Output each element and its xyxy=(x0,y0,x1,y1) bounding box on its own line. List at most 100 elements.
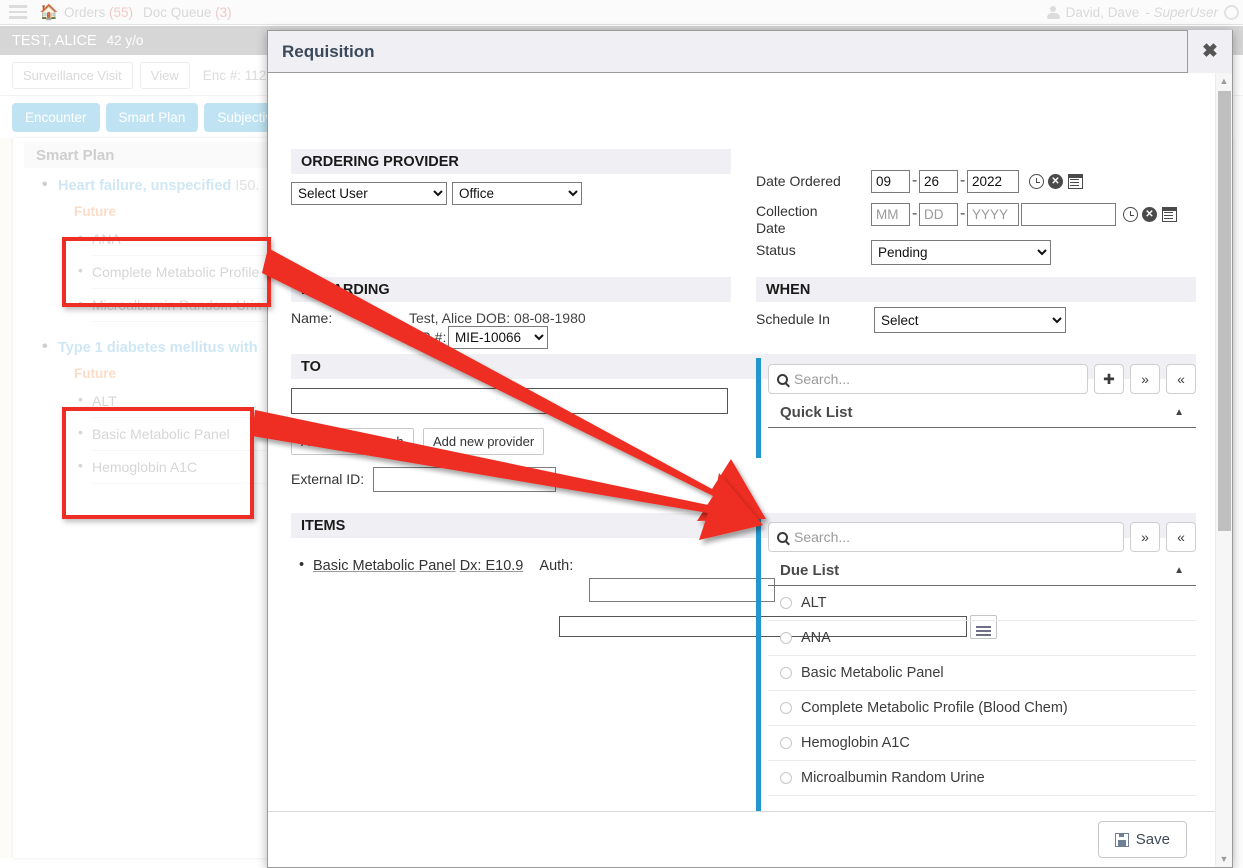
radio-icon[interactable] xyxy=(780,632,792,644)
due-list-item-label: ALT xyxy=(801,595,827,611)
date-ordered-day-input[interactable] xyxy=(919,170,958,193)
mr-number-select[interactable]: MIE-10066 xyxy=(448,326,548,349)
add-new-provider-button[interactable]: Add new provider xyxy=(423,428,545,455)
search-icon xyxy=(777,531,788,543)
requisition-dialog: Requisition ✖ ▲ ▼ ORDERING PROVIDER Sele… xyxy=(267,30,1233,868)
quick-list-accent-bar xyxy=(756,358,761,458)
dialog-title: Requisition xyxy=(282,41,375,61)
radio-icon[interactable] xyxy=(780,702,792,714)
radio-icon[interactable] xyxy=(780,667,792,679)
patient-name-label: Name: xyxy=(291,310,333,326)
patient-age: 42 y/o xyxy=(106,33,144,48)
chevron-double-down-icon[interactable]: » xyxy=(1130,522,1160,552)
clock-icon[interactable] xyxy=(1029,174,1044,189)
radio-icon[interactable] xyxy=(780,737,792,749)
collection-time-input[interactable] xyxy=(1021,203,1116,226)
scroll-up-icon[interactable]: ▲ xyxy=(1219,76,1229,86)
to-recipient-textarea[interactable] xyxy=(291,388,728,414)
due-list-header[interactable]: Due List ▲ xyxy=(768,552,1196,586)
ordering-provider-location-select[interactable]: Office xyxy=(452,182,582,205)
date-ordered-year-input[interactable] xyxy=(967,170,1019,193)
radio-icon[interactable] xyxy=(780,597,792,609)
collection-date-day-input[interactable] xyxy=(919,203,958,226)
user-name: David, Dave xyxy=(1065,4,1140,20)
encounter-number: Enc #: 112 xyxy=(202,67,267,83)
close-icon[interactable]: ✖ xyxy=(1187,30,1232,73)
quick-list-header[interactable]: Quick List ▲ xyxy=(768,394,1196,428)
due-list-item[interactable]: Complete Metabolic Profile (Blood Chem) xyxy=(768,691,1196,726)
collection-date-year-input[interactable] xyxy=(967,203,1019,226)
save-button[interactable]: Save xyxy=(1097,821,1187,858)
list-picker-icon[interactable] xyxy=(970,615,997,639)
due-list-item-label: Hemoglobin A1C xyxy=(801,735,910,751)
clear-icon[interactable]: ✕ xyxy=(1048,174,1063,189)
section-regarding-header: REGARDING xyxy=(291,277,731,302)
due-list-item-label: Complete Metabolic Profile (Blood Chem) xyxy=(801,700,1068,716)
chevron-double-up-icon[interactable]: « xyxy=(1166,522,1196,552)
clear-icon[interactable]: ✕ xyxy=(1142,207,1157,222)
caret-up-icon[interactable]: ▲ xyxy=(1174,407,1184,418)
content-left-strip xyxy=(0,138,12,858)
ordering-provider-user-select[interactable]: Select User xyxy=(291,182,447,205)
plan-timing-label: Future xyxy=(74,366,116,381)
clock-icon[interactable] xyxy=(1123,207,1138,222)
due-list-item-label: ANA xyxy=(801,630,831,646)
caret-up-icon[interactable]: ▲ xyxy=(1174,565,1184,576)
calendar-icon[interactable] xyxy=(1068,174,1083,189)
scrollbar-thumb[interactable] xyxy=(1218,91,1231,531)
external-id-input[interactable] xyxy=(373,467,556,492)
global-topbar: 🏠 Orders (55) Doc Queue (3) David, Dave … xyxy=(0,0,1243,25)
due-list-search-input[interactable]: Search... xyxy=(768,522,1124,552)
due-list-item[interactable]: ANA xyxy=(768,621,1196,656)
date-ordered-label: Date Ordered xyxy=(756,173,841,189)
mr-number-label: MR #: xyxy=(409,329,447,345)
due-list-item[interactable]: ALT xyxy=(768,586,1196,621)
status-select[interactable]: Pending xyxy=(871,240,1051,265)
save-button-label: Save xyxy=(1135,831,1170,848)
home-icon[interactable]: 🏠 xyxy=(39,3,59,21)
due-list-item[interactable]: Microalbumin Random Urine xyxy=(768,761,1196,796)
due-list-accent-bar xyxy=(756,516,761,836)
due-list-panel: Search... » « Due List ▲ ALT xyxy=(756,516,1196,836)
radio-icon[interactable] xyxy=(780,772,792,784)
user-avatar-icon xyxy=(1046,5,1060,19)
schedule-in-select[interactable]: Select xyxy=(874,307,1066,333)
search-icon xyxy=(777,373,788,385)
plan-group-diagnosis[interactable]: Heart failure, unspecified I50. xyxy=(42,176,680,194)
quick-list-search-input[interactable]: Search... xyxy=(768,364,1088,394)
items-note-textarea[interactable] xyxy=(559,616,967,637)
due-list-item[interactable]: Hemoglobin A1C xyxy=(768,726,1196,761)
quick-list-panel: Search... ✚ » « Quick List ▲ xyxy=(756,358,1196,458)
item-name[interactable]: Basic Metabolic Panel xyxy=(313,558,456,574)
item-row: Basic Metabolic Panel Dx: E10.9 Auth: xyxy=(299,557,574,574)
nav-orders-label: Orders xyxy=(64,4,106,20)
nav-doc-queue[interactable]: Doc Queue (3) xyxy=(143,5,232,20)
plan-diagnosis-text: Type 1 diabetes mellitus with xyxy=(58,340,258,356)
plan-group-diagnosis[interactable]: Type 1 diabetes mellitus with xyxy=(42,338,680,356)
visit-type-button[interactable]: Surveillance Visit xyxy=(12,61,133,89)
view-button[interactable]: View xyxy=(139,61,190,89)
hamburger-icon[interactable] xyxy=(0,5,34,19)
chevron-double-up-icon[interactable]: « xyxy=(1166,364,1196,394)
help-icon[interactable] xyxy=(1224,4,1239,20)
dialog-body: ▲ ▼ ORDERING PROVIDER Select User Office… xyxy=(268,73,1232,867)
date-ordered-month-input[interactable] xyxy=(871,170,910,193)
plan-diagnosis-text: Heart failure, unspecified xyxy=(58,178,232,194)
item-auth-label: Auth: xyxy=(539,558,574,574)
plus-icon[interactable]: ✚ xyxy=(1094,364,1124,394)
scroll-down-icon[interactable]: ▼ xyxy=(1219,854,1229,864)
smart-plan-header-label: Smart Plan xyxy=(36,146,115,164)
patient-name: TEST, ALICE xyxy=(12,32,97,49)
due-list-title: Due List xyxy=(780,562,840,579)
section-when-header: WHEN xyxy=(756,277,1196,302)
item-auth-input[interactable] xyxy=(589,578,775,602)
tab-smart-plan[interactable]: Smart Plan xyxy=(105,102,199,132)
collection-date-month-input[interactable] xyxy=(871,203,910,226)
due-list-item[interactable]: Basic Metabolic Panel xyxy=(768,656,1196,691)
dialog-scrollbar[interactable]: ▲ ▼ xyxy=(1215,73,1232,867)
calendar-icon[interactable] xyxy=(1162,207,1177,222)
chevron-double-down-icon[interactable]: » xyxy=(1130,364,1160,394)
tab-encounter[interactable]: Encounter xyxy=(12,102,100,132)
advanced-search-button[interactable]: Advanced Search xyxy=(291,428,414,455)
nav-orders[interactable]: Orders (55) xyxy=(64,5,133,20)
